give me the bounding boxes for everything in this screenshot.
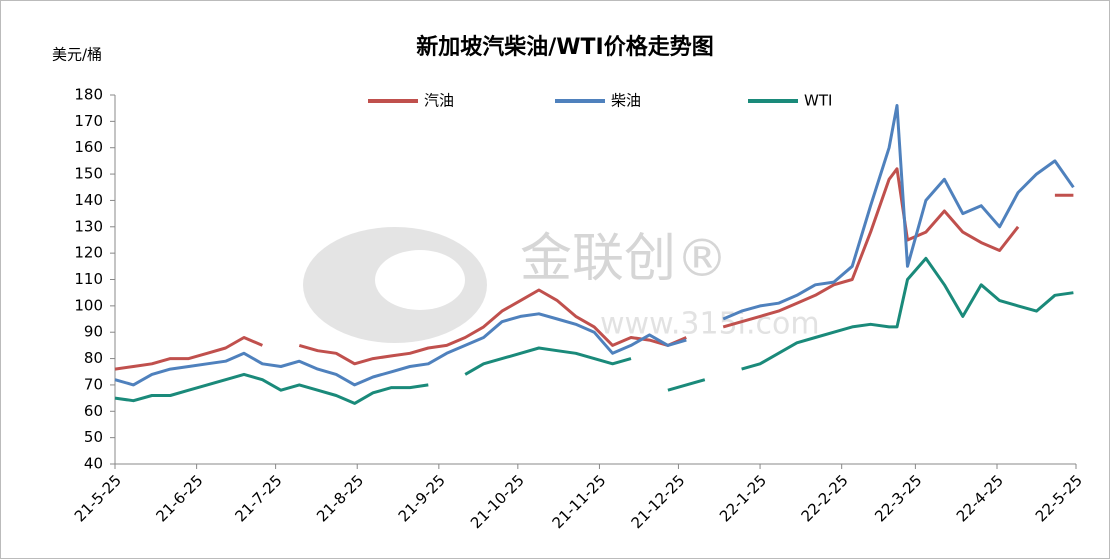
y-tick-label: 160 [74,138,103,156]
y-tick-label: 130 [74,217,103,235]
chart-title: 新加坡汽柴油/WTI价格走势图 [416,34,714,60]
watermark: 金联创® [520,229,728,289]
y-tick-label: 90 [84,323,103,341]
y-tick-label: 150 [74,165,103,183]
watermark-logo [303,227,487,343]
series-line [298,288,687,366]
y-tick-label: 80 [84,349,103,367]
y-tick-label: 70 [84,375,103,393]
legend-label: WTI [804,92,832,110]
series-line [114,372,429,405]
y-tick-label: 40 [84,455,103,473]
y-tick-label: 120 [74,244,103,262]
y-tick-label: 110 [74,270,103,288]
y-tick-label: 180 [74,86,103,104]
series-line [722,104,1075,321]
series-line [667,378,706,392]
watermark-url: www.315i.com [600,307,820,342]
y-tick-label: 50 [84,428,103,446]
series-line [464,346,632,376]
series-line [722,167,1020,329]
series-line [114,336,263,371]
y-axis-label: 美元/桶 [52,46,102,64]
legend-label: 柴油 [611,92,641,110]
y-tick-label: 100 [74,296,103,314]
y-tick-label: 170 [74,112,103,130]
series-line [114,312,687,387]
y-tick-label: 60 [84,402,103,420]
legend-label: 汽油 [424,92,454,110]
series-line [741,256,1074,371]
y-tick-label: 140 [74,191,103,209]
